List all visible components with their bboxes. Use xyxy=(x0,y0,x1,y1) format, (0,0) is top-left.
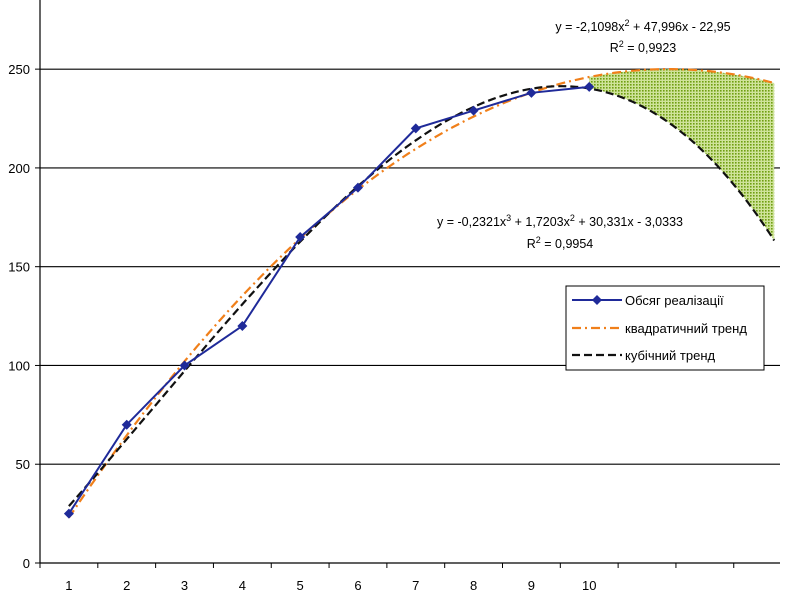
x-tick-label-3: 3 xyxy=(181,578,188,593)
x-tick-label-8: 8 xyxy=(470,578,477,593)
quadratic-trend-line xyxy=(67,68,775,519)
y-tick-label-200: 200 xyxy=(8,161,30,176)
x-tick-label-4: 4 xyxy=(239,578,246,593)
sales-point-1 xyxy=(63,508,74,519)
cubic-trend-line xyxy=(68,85,776,507)
sales-point-6 xyxy=(352,182,363,193)
sales-point-7 xyxy=(410,123,421,134)
x-tick-label-5: 5 xyxy=(297,578,304,593)
cubic-equation: y = -0,2321x3 + 1,7203x2 + 30,331x - 3,0… xyxy=(437,213,683,229)
legend-item-sales: Обсяг реалізації xyxy=(572,293,724,308)
sales-point-5 xyxy=(295,232,306,243)
sales-point-8 xyxy=(468,105,479,116)
legend: Обсяг реалізації квадратичний тренд кубі… xyxy=(565,285,765,371)
y-tick-label-250: 250 xyxy=(8,62,30,77)
sales-point-9 xyxy=(526,87,537,98)
x-tick-label-1: 1 xyxy=(65,578,72,593)
cubic-r-squared: R2 = 0,9954 xyxy=(527,235,594,251)
x-tick-label-7: 7 xyxy=(412,578,419,593)
legend-marker-sales xyxy=(592,295,602,305)
trend-layer xyxy=(67,68,776,519)
quadratic-r-squared: R2 = 0,9923 xyxy=(610,39,677,55)
legend-item-cubic: кубічний тренд xyxy=(572,348,715,363)
sales-point-2 xyxy=(121,419,132,430)
legend-item-quadratic: квадратичний тренд xyxy=(572,321,747,336)
y-tick-label-0: 0 xyxy=(23,556,30,571)
x-tick-label-6: 6 xyxy=(354,578,361,593)
sales-series-line xyxy=(68,85,590,515)
legend-label-cubic: кубічний тренд xyxy=(625,348,715,363)
sales-point-4 xyxy=(237,320,248,331)
forecast-shade-layer xyxy=(589,69,775,241)
legend-label-quadratic: квадратичний тренд xyxy=(625,321,747,336)
legend-label-sales: Обсяг реалізації xyxy=(625,293,724,308)
quadratic-equation: y = -2,1098x2 + 47,996x - 22,95 xyxy=(555,18,730,34)
y-tick-label-100: 100 xyxy=(8,358,30,373)
x-tick-label-10: 10 xyxy=(582,578,596,593)
y-tick-label-50: 50 xyxy=(16,457,30,472)
series-layer xyxy=(63,81,595,519)
x-tick-label-9: 9 xyxy=(528,578,535,593)
x-tick-label-2: 2 xyxy=(123,578,130,593)
forecast-shaded-region xyxy=(589,69,775,241)
sales-point-3 xyxy=(179,360,190,371)
axis-layer: 0 50 100 150 200 250 1 2 3 4 5 6 7 8 9 10 xyxy=(8,0,780,593)
sales-point-10 xyxy=(584,81,595,92)
y-tick-label-150: 150 xyxy=(8,260,30,275)
